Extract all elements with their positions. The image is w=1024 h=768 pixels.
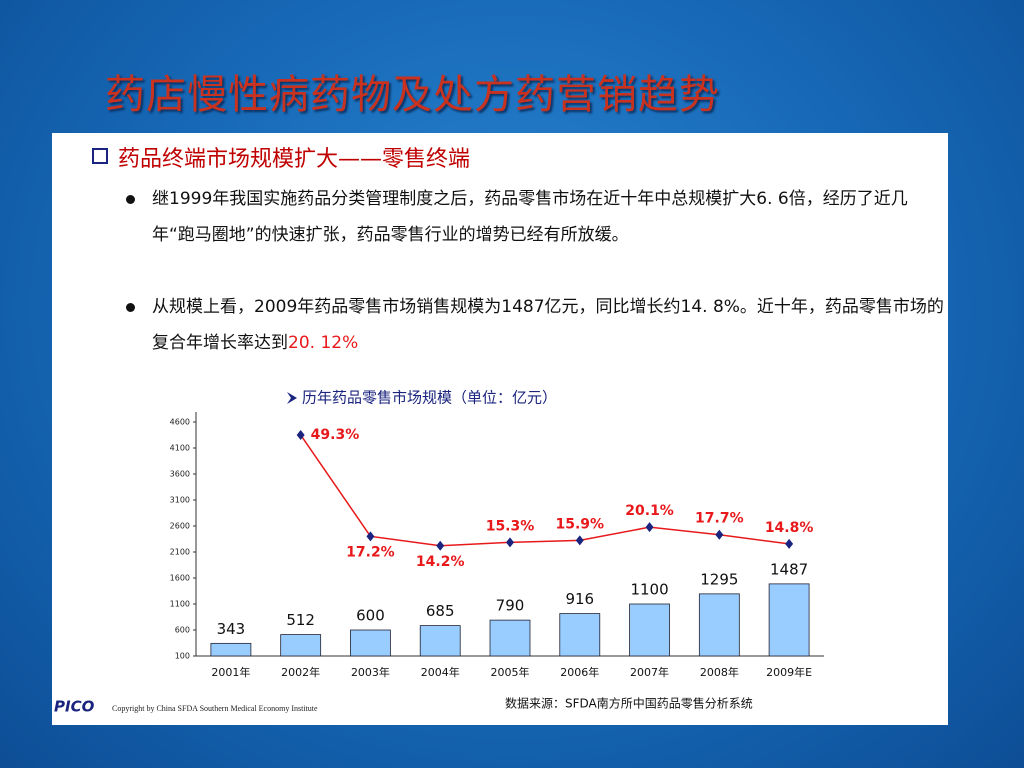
x-tick-label: 2005年 bbox=[491, 665, 530, 679]
line-marker bbox=[506, 537, 514, 548]
line-value-label: 17.7% bbox=[695, 511, 744, 527]
line-value-label: 17.2% bbox=[346, 544, 395, 560]
line-marker bbox=[645, 522, 654, 533]
y-tick-label: 1100 bbox=[170, 600, 190, 609]
line-marker bbox=[366, 531, 375, 542]
bar-value-label: 1100 bbox=[630, 581, 668, 599]
line-marker bbox=[436, 540, 445, 551]
heading-text: 药品终端市场规模扩大——零售终端 bbox=[118, 147, 471, 172]
copyright: Copyright by China SFDA Southern Medical… bbox=[112, 704, 318, 713]
bar bbox=[559, 613, 601, 657]
line-value-label: 20.1% bbox=[625, 503, 674, 519]
y-tick-label: 600 bbox=[175, 626, 190, 635]
y-tick-label: 4100 bbox=[170, 444, 190, 453]
bar-value-label: 790 bbox=[496, 597, 525, 615]
line-value-label: 15.9% bbox=[555, 516, 604, 532]
y-tick-label: 1600 bbox=[170, 574, 190, 583]
slide-title: 药店慢性病药物及处方药营销趋势 bbox=[105, 72, 720, 118]
chart-title: 历年药品零售市场规模（单位：亿元） bbox=[302, 389, 557, 407]
source: 数据来源：SFDA南方所中国药品零售分析系统 bbox=[505, 696, 753, 711]
y-tick-label: 2600 bbox=[170, 522, 190, 531]
line-value-label: 14.2% bbox=[416, 554, 465, 570]
line-marker bbox=[575, 535, 584, 546]
x-tick-label: 2007年 bbox=[630, 665, 669, 679]
bar-value-label: 512 bbox=[286, 611, 315, 629]
y-tick-label: 2100 bbox=[170, 548, 190, 557]
x-tick-label: 2006年 bbox=[560, 665, 599, 679]
bar-value-label: 1295 bbox=[700, 570, 738, 588]
bar bbox=[280, 634, 322, 657]
logo: PICO bbox=[54, 698, 95, 716]
bar-value-label: 685 bbox=[426, 602, 455, 620]
x-tick-label: 2009年E bbox=[766, 665, 812, 679]
bar bbox=[350, 629, 391, 657]
heading-checkbox bbox=[92, 148, 108, 164]
x-tick-label: 2002年 bbox=[281, 665, 320, 679]
bar-value-label: 600 bbox=[356, 607, 385, 625]
y-tick-label: 100 bbox=[175, 652, 190, 661]
section-heading: 药品终端市场规模扩大——零售终端 bbox=[92, 141, 470, 173]
bullet-text: 从规模上看，2009年药品零售市场销售规模为1487亿元，同比增长约14. 8%… bbox=[152, 297, 944, 353]
bullet-highlight: 20. 12% bbox=[288, 333, 359, 353]
x-tick-label: 2004年 bbox=[421, 665, 460, 679]
x-tick-label: 2003年 bbox=[351, 665, 390, 679]
x-tick-label: 2001年 bbox=[211, 665, 250, 679]
line-marker bbox=[785, 538, 794, 549]
bar-value-label: 1487 bbox=[770, 560, 808, 578]
growth-line bbox=[300, 434, 790, 547]
bullet: 从规模上看，2009年药品零售市场销售规模为1487亿元，同比增长约14. 8%… bbox=[126, 289, 947, 361]
chart-title-arrow bbox=[287, 392, 297, 404]
line-marker bbox=[296, 429, 305, 440]
bar bbox=[419, 625, 461, 657]
line-value-label: 14.8% bbox=[765, 520, 814, 536]
x-tick-label: 2008年 bbox=[700, 665, 739, 679]
bar-value-label: 343 bbox=[217, 620, 246, 638]
bar bbox=[629, 603, 670, 657]
bar bbox=[698, 593, 740, 657]
bar-value-label: 916 bbox=[565, 590, 594, 608]
line-marker bbox=[715, 529, 724, 540]
bar bbox=[768, 583, 810, 657]
bar bbox=[489, 619, 531, 657]
y-tick-label: 3100 bbox=[170, 496, 190, 505]
line-value-label: 15.3% bbox=[486, 518, 535, 534]
content-panel: 药品终端市场规模扩大——零售终端 继1999年我国实施药品分类管理制度之后，药品… bbox=[52, 133, 948, 725]
bullet: 继1999年我国实施药品分类管理制度之后，药品零售市场在近十年中总规模扩大6. … bbox=[126, 181, 947, 253]
y-tick-label: 4600 bbox=[170, 418, 190, 427]
line-value-label: 49.3% bbox=[311, 427, 360, 443]
bar bbox=[210, 642, 252, 657]
y-tick-label: 3600 bbox=[170, 470, 190, 479]
